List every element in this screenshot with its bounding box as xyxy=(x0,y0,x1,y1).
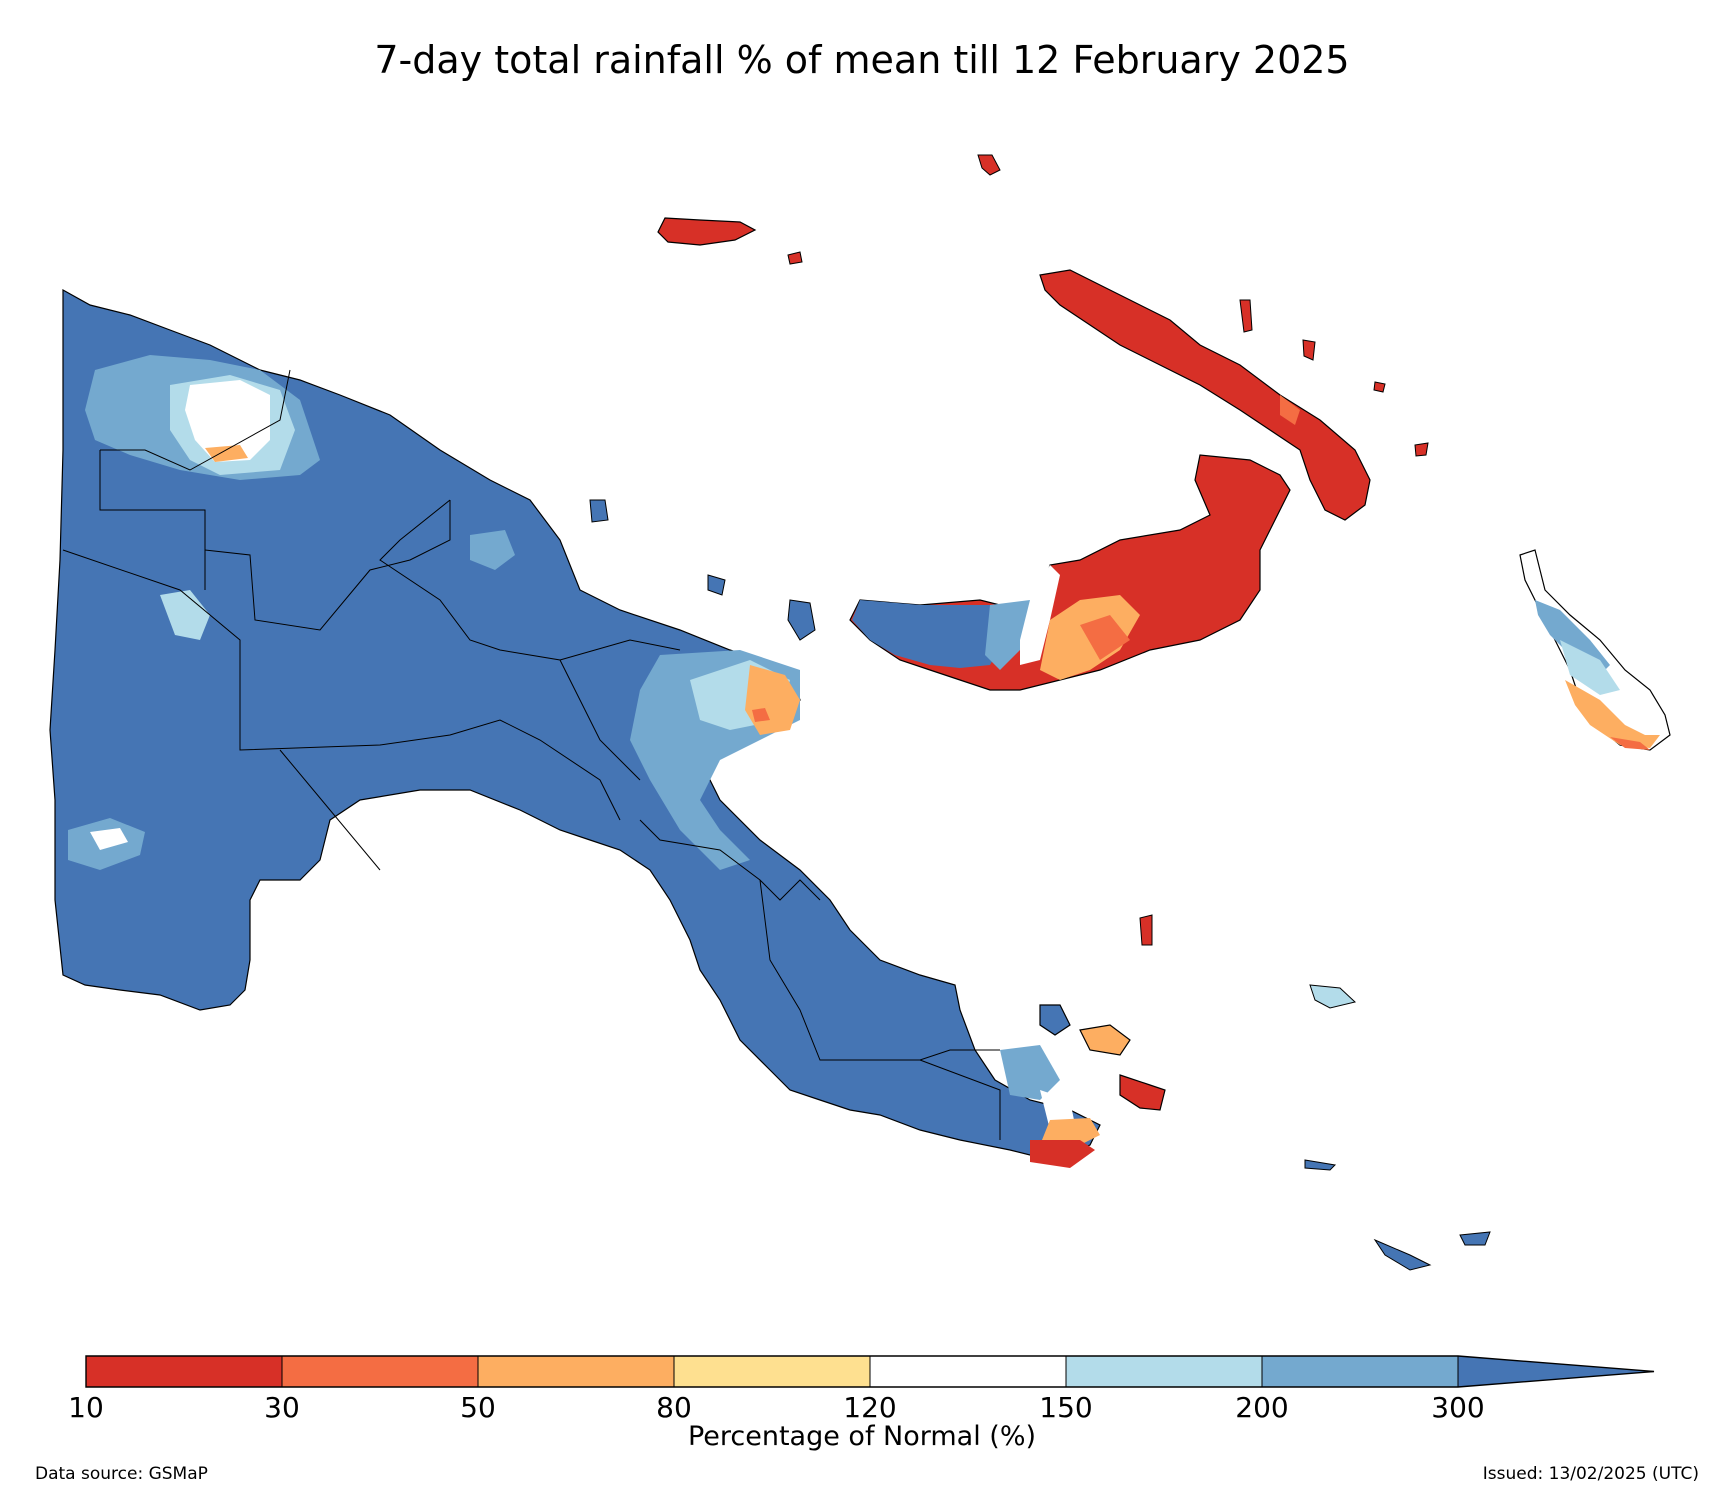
new-britain-white xyxy=(1020,565,1060,665)
fergusson-island xyxy=(1119,1074,1166,1111)
colorbar-bin-50-80 xyxy=(478,1356,674,1387)
trobriand-island xyxy=(1139,914,1153,946)
colorbar-tick-label: 300 xyxy=(1431,1391,1485,1424)
colorbar-tick-label: 80 xyxy=(656,1391,692,1424)
new-ireland-orange xyxy=(1280,395,1300,425)
map-title: 7-day total rainfall % of mean till 12 F… xyxy=(374,38,1350,82)
colorbar-tick-label: 50 xyxy=(460,1391,496,1424)
manus-island xyxy=(657,217,757,246)
colorbar-bin-80-120 xyxy=(674,1356,870,1387)
colorbar-bin-150-200 xyxy=(1066,1356,1262,1387)
manus-islet-1 xyxy=(787,251,803,265)
patch-north-orange xyxy=(205,445,248,462)
rossel-island xyxy=(1373,1238,1432,1271)
patch-milne-red xyxy=(1030,1140,1095,1168)
colorbar-bin-200-300 xyxy=(1262,1356,1458,1387)
louisiade-islet-1 xyxy=(1304,1159,1337,1171)
woodlark-island xyxy=(1309,984,1357,1009)
new-britain-darkorange xyxy=(1080,615,1130,660)
goodenough-island xyxy=(1039,1004,1071,1036)
new-ireland xyxy=(1039,269,1371,521)
colorbar-tick-label: 200 xyxy=(1235,1391,1289,1424)
new-britain xyxy=(849,454,1291,691)
rainfall-map xyxy=(49,154,1671,1271)
patch-east-200 xyxy=(1000,1045,1060,1100)
colorbar-bin-10-30 xyxy=(86,1356,282,1387)
colorbar-tick-label: 150 xyxy=(1039,1391,1093,1424)
umboi-island xyxy=(787,599,816,641)
new-britain-west-300 xyxy=(852,600,1010,668)
normanby-island xyxy=(1079,1024,1131,1056)
colorbar-bin->300 xyxy=(1458,1356,1654,1387)
colorbar-label: Percentage of Normal (%) xyxy=(687,1421,1037,1452)
northern-islet-3 xyxy=(1302,339,1316,361)
louisiade-islet-2 xyxy=(1459,1231,1491,1246)
patch-huon-red xyxy=(752,708,770,722)
northern-islet-1 xyxy=(977,154,1001,176)
colorbar-bin-120-150 xyxy=(870,1356,1066,1387)
northern-islet-4 xyxy=(1373,381,1386,393)
colorbar-tick-label: 120 xyxy=(843,1391,897,1424)
mainland-landmass xyxy=(49,288,1101,1161)
karkar-island xyxy=(589,499,609,523)
patch-north-white xyxy=(185,380,270,462)
northern-islet-2 xyxy=(1239,299,1253,333)
bougainville-150 xyxy=(1560,640,1620,695)
northern-islet-5 xyxy=(1414,442,1429,457)
colorbar-tick-label: 30 xyxy=(264,1391,300,1424)
colorbar-bin-30-50 xyxy=(282,1356,478,1387)
bougainville xyxy=(1519,549,1671,751)
long-island xyxy=(707,574,726,596)
bougainville-darkorange xyxy=(1610,737,1650,750)
patch-left-150 xyxy=(160,590,210,640)
bougainville-orange xyxy=(1565,680,1660,748)
province-boundaries xyxy=(62,369,1001,1140)
patch-west-white xyxy=(90,828,128,850)
colorbar-tick-label: 10 xyxy=(68,1391,104,1424)
mainland xyxy=(49,288,1101,1168)
colorbar-outline xyxy=(85,1355,1655,1388)
issued-date: Issued: 13/02/2025 (UTC) xyxy=(1482,1464,1699,1484)
data-source: Data source: GSMaP xyxy=(35,1464,208,1484)
patch-mid-200 xyxy=(470,530,515,570)
